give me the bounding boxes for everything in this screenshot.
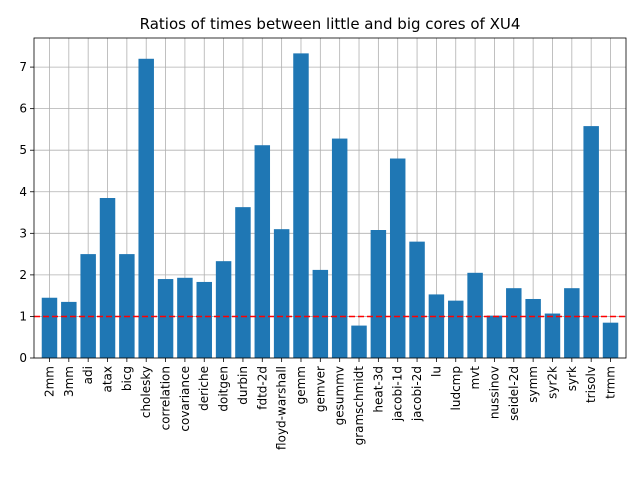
- bar: [331, 138, 348, 358]
- bar: [254, 145, 271, 358]
- bar: [486, 315, 503, 358]
- bar: [61, 301, 77, 358]
- bar: [448, 300, 464, 358]
- bar: [196, 281, 212, 358]
- chart-title: Ratios of times between little and big c…: [140, 15, 521, 33]
- y-tick-label: 2: [19, 268, 27, 282]
- bar: [467, 272, 483, 358]
- x-tick-label: trisolv: [584, 366, 598, 403]
- y-axis: 0 1 2 3 4 5 6 7: [19, 60, 34, 365]
- bar: [602, 322, 619, 358]
- bar: [119, 254, 135, 358]
- bar: [351, 325, 367, 358]
- x-tick-label: seidel-2d: [507, 366, 521, 421]
- y-tick-label: 3: [19, 226, 27, 240]
- y-tick-label: 4: [19, 185, 27, 199]
- bar: [157, 279, 174, 358]
- bar: [215, 261, 232, 358]
- x-tick-label: bicg: [120, 366, 134, 391]
- x-tick-label: ludcmp: [449, 366, 463, 410]
- plot-area-frame: [33, 37, 627, 359]
- x-tick-label: 2mm: [42, 366, 56, 397]
- x-tick-label: symm: [526, 366, 540, 403]
- bar: [293, 53, 309, 359]
- bar: [177, 277, 193, 358]
- x-tick-label: gemm: [294, 366, 308, 404]
- bar: [564, 288, 580, 358]
- bar: [583, 126, 599, 358]
- bar: [409, 241, 425, 358]
- y-tick-label: 0: [19, 351, 27, 365]
- bar: [544, 313, 561, 358]
- bar: [235, 207, 251, 358]
- bar: [506, 288, 522, 358]
- x-tick-label: gemver: [313, 366, 327, 412]
- x-tick-label: jacobi-1d: [391, 366, 405, 422]
- y-tick-label: 1: [19, 309, 27, 323]
- bar: [41, 297, 58, 358]
- bar: [80, 254, 96, 358]
- x-tick-label: heat-3d: [371, 366, 385, 413]
- x-tick-label: gramschmidt: [352, 366, 366, 446]
- x-tick-label: mvt: [468, 366, 482, 390]
- x-tick-label: correlation: [159, 366, 173, 430]
- bar: [370, 230, 387, 358]
- x-tick-label: syrk: [565, 366, 579, 391]
- x-tick-label: lu: [429, 366, 443, 377]
- bar-series: [41, 53, 619, 359]
- x-tick-label: durbin: [236, 366, 250, 405]
- bar: [273, 229, 290, 358]
- y-tick-label: 5: [19, 143, 27, 157]
- x-tick-label: syr2k: [545, 366, 559, 399]
- bar: [99, 198, 116, 358]
- x-tick-label: doitgen: [217, 366, 231, 412]
- x-tick-label: adi: [81, 366, 95, 384]
- bar: [312, 269, 329, 358]
- x-tick-label: jacobi-2d: [410, 366, 424, 422]
- x-tick-label: floyd-warshall: [275, 366, 289, 450]
- x-tick-label: gesummv: [333, 366, 347, 425]
- bar: [428, 294, 445, 358]
- bar: [525, 298, 541, 358]
- x-tick-label: nussinov: [487, 366, 501, 419]
- x-tick-label: covariance: [178, 366, 192, 432]
- y-tick-label: 7: [19, 60, 27, 74]
- x-tick-label: cholesky: [139, 366, 153, 418]
- y-tick-label: 6: [19, 102, 27, 116]
- bar: [138, 58, 154, 358]
- x-tick-label: atax: [101, 366, 115, 393]
- x-tick-label: fdtd-2d: [255, 366, 269, 410]
- x-axis: 2mm 3mm adi atax bicg cholesky correlation cova…: [42, 358, 618, 450]
- bar: [389, 158, 406, 358]
- x-tick-label: deriche: [197, 366, 211, 411]
- x-tick-label: 3mm: [62, 366, 76, 397]
- x-tick-label: trmm: [604, 366, 618, 399]
